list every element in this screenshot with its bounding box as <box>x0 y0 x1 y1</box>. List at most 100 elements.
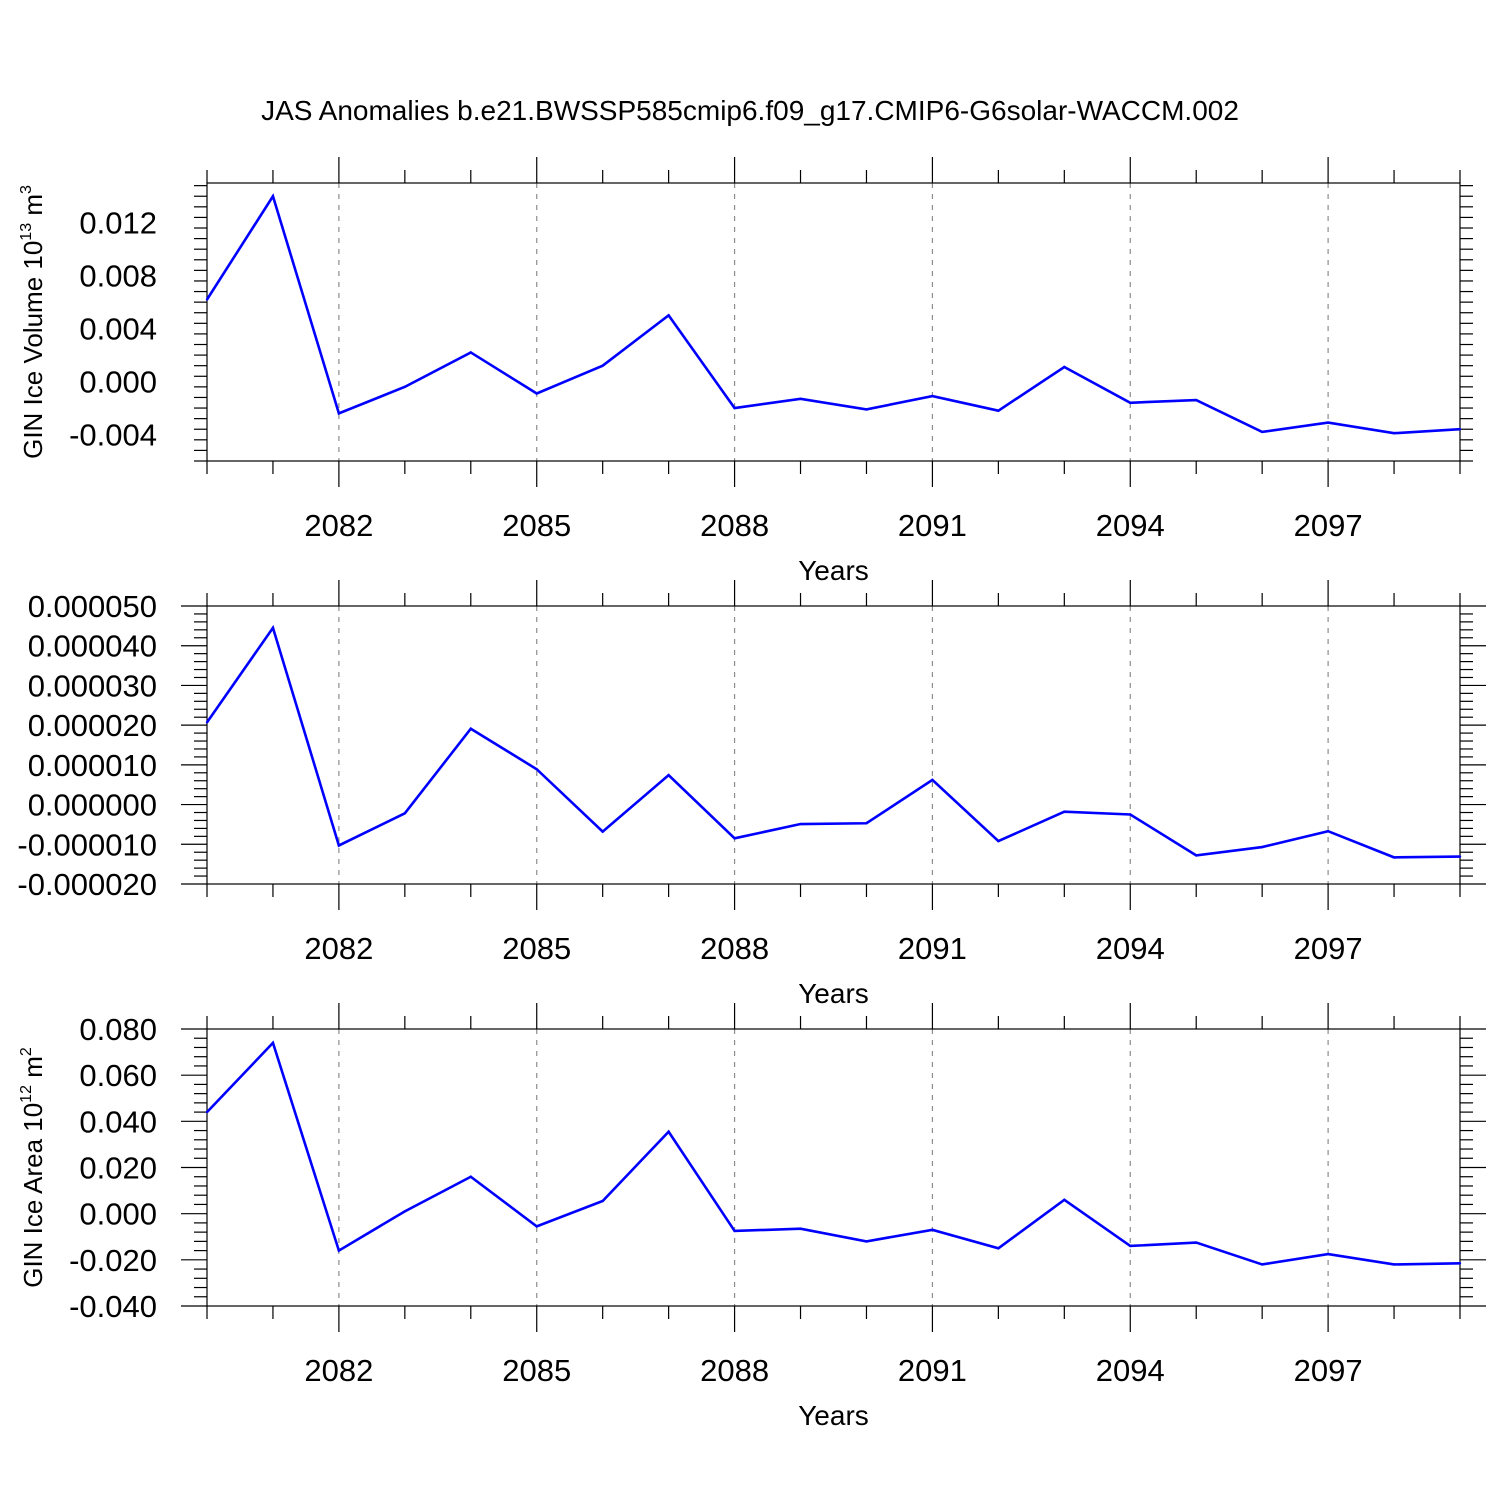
y-axis-label-exponent: 13 <box>18 223 35 241</box>
data-point <box>1260 845 1264 849</box>
y-tick-label: 0.012 <box>79 206 157 241</box>
panel-3: -0.040 -0.020 0.000 0.020 0.040 0.060 0.080 208… <box>18 1003 1486 1431</box>
data-point <box>271 195 275 198</box>
data-point <box>337 844 341 847</box>
x-tick-label: 2085 <box>502 931 571 966</box>
x-tick-label: 2085 <box>502 508 571 543</box>
y-axis-label-unit: m <box>18 1056 48 1085</box>
data-point <box>1260 1263 1264 1266</box>
data-point <box>667 314 670 317</box>
plot-frame <box>206 1028 1461 1307</box>
x-tick-label: 2091 <box>898 508 967 543</box>
data-point <box>535 1225 538 1228</box>
data-point <box>997 409 1000 412</box>
data-point <box>1195 854 1198 857</box>
data-point <box>469 727 472 730</box>
y-tick-label: 0.008 <box>79 259 157 294</box>
y-axis-label-unit: m <box>18 194 48 223</box>
data-point <box>601 830 604 833</box>
data-point <box>1129 1244 1132 1248</box>
data-point <box>997 839 1000 843</box>
data-point <box>1063 365 1066 369</box>
data-point <box>1458 1262 1462 1265</box>
data-point <box>535 768 538 771</box>
y-tick-label: 0.040 <box>79 1104 157 1139</box>
data-point <box>1392 1263 1396 1266</box>
y-tick-label: 0.000 <box>79 1197 157 1232</box>
x-tick-label: 2088 <box>700 1353 769 1388</box>
data-point <box>1458 855 1462 858</box>
y-tick-label: 0.020 <box>79 1151 157 1186</box>
x-tick-label: 2088 <box>700 931 769 966</box>
data-point <box>403 812 407 815</box>
panel-2: -0.000020 -0.000010 0.000000 0.000010 0.0000… <box>17 580 1486 1009</box>
data-point <box>733 837 736 840</box>
data-point <box>733 406 736 410</box>
y-tick-label: 0.080 <box>79 1012 157 1047</box>
y-axis-label: GIN Ice Volume 1013 m3 <box>18 185 48 459</box>
data-point <box>733 1229 736 1233</box>
x-axis-label: Years <box>798 555 869 586</box>
x-axis-label: Years <box>798 978 869 1009</box>
y-axis-label-text: GIN Ice Volume 10 <box>18 241 48 459</box>
data-point <box>1260 430 1264 434</box>
data-point <box>1326 1252 1330 1256</box>
x-tick-label: 2091 <box>898 1353 967 1388</box>
y-tick-label: 0.060 <box>79 1058 157 1093</box>
data-point <box>1326 829 1330 833</box>
y-axis-label-unit-exponent: 2 <box>18 1047 35 1056</box>
data-point <box>799 822 802 826</box>
x-axis-label: Years <box>798 1400 869 1431</box>
data-point <box>931 394 934 398</box>
data-point <box>469 351 472 354</box>
data-point <box>1392 432 1396 435</box>
data-point <box>403 385 407 389</box>
data-point <box>931 1228 934 1232</box>
x-tick-label: 2085 <box>502 1353 571 1388</box>
data-point <box>337 1249 341 1252</box>
plot-frame <box>206 605 1461 885</box>
data-point <box>403 1210 407 1213</box>
x-tick-label: 2082 <box>304 931 373 966</box>
data-point <box>667 773 670 777</box>
y-tick-label: 0.004 <box>79 312 157 347</box>
y-tick-label: 0.000030 <box>28 668 157 703</box>
plot-frame <box>206 182 1461 462</box>
panel-1: -0.004 0.000 0.004 0.008 0.012 2082 2085 2088 20… <box>18 157 1473 586</box>
y-axis-label-unit-exponent: 3 <box>18 185 35 194</box>
x-tick-label: 2094 <box>1096 1353 1165 1388</box>
data-point <box>1129 401 1132 404</box>
y-tick-label: -0.004 <box>69 418 157 453</box>
data-point <box>931 778 934 782</box>
y-tick-label: 0.000 <box>79 365 157 400</box>
data-point <box>1392 856 1396 859</box>
data-point <box>1129 813 1132 816</box>
data-point <box>205 298 209 301</box>
y-tick-label: 0.000020 <box>28 708 157 743</box>
data-point <box>1063 1198 1066 1202</box>
data-point <box>205 721 209 724</box>
y-tick-label: 0.000010 <box>28 748 157 783</box>
data-point <box>271 1041 275 1045</box>
y-tick-label: -0.040 <box>69 1289 157 1324</box>
series-line <box>205 624 1461 859</box>
data-point <box>601 364 604 367</box>
x-tick-label: 2097 <box>1294 931 1363 966</box>
data-point <box>535 392 538 395</box>
x-tick-label: 2082 <box>304 508 373 543</box>
data-point <box>865 1240 868 1243</box>
data-point <box>469 1175 472 1178</box>
x-tick-label: 2088 <box>700 508 769 543</box>
y-axis-label-exponent: 12 <box>18 1085 35 1103</box>
data-point <box>1326 421 1330 424</box>
data-point <box>997 1247 1000 1250</box>
x-tick-label: 2097 <box>1294 1353 1363 1388</box>
data-point <box>1458 428 1462 431</box>
data-point <box>865 408 868 411</box>
data-point <box>1063 810 1066 813</box>
series-line <box>206 1040 1461 1266</box>
data-point <box>667 1130 670 1133</box>
data-point <box>1195 398 1198 402</box>
y-axis-label: GIN Ice Area 1012 m2 <box>18 1047 48 1288</box>
